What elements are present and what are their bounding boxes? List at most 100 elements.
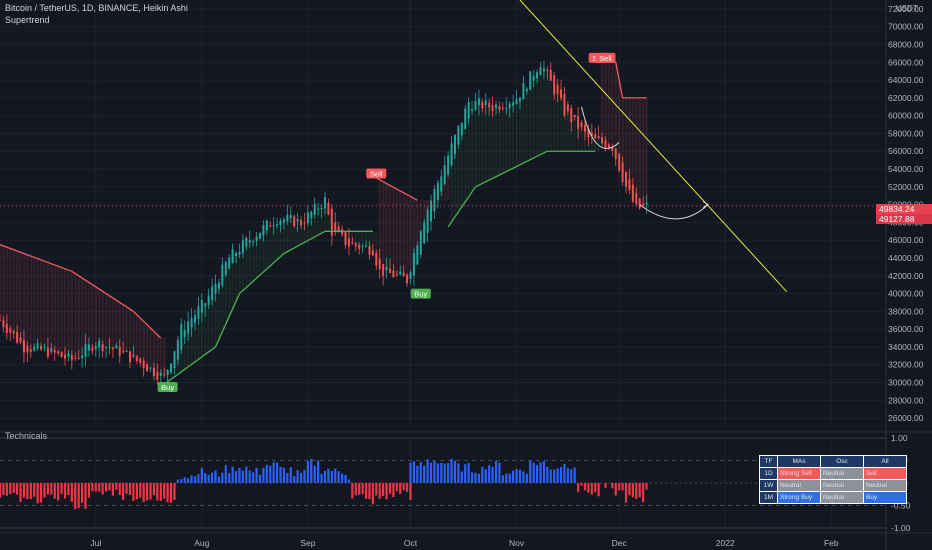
candle [474, 101, 477, 110]
osc-bar [429, 462, 433, 483]
trend-fill [193, 318, 197, 362]
osc-bar [583, 483, 587, 491]
osc-bar [337, 471, 340, 483]
osc-bar [2, 483, 5, 496]
trend-fill [552, 84, 556, 152]
candle [128, 351, 131, 363]
row-mas: Strong Buy [777, 491, 821, 504]
osc-bar [255, 467, 258, 483]
trend-fill [573, 115, 577, 152]
candle [94, 346, 97, 350]
candle [320, 208, 323, 210]
candle [152, 367, 155, 377]
candle [631, 184, 634, 202]
osc-bar [149, 483, 152, 500]
osc-bar [26, 483, 29, 499]
trend-fill [470, 109, 474, 192]
osc-bar [481, 466, 484, 483]
candle [303, 222, 306, 224]
trend-fill [621, 97, 624, 173]
trend-fill [26, 254, 29, 350]
trend-fill [607, 62, 611, 147]
diagonal-trendline[interactable] [519, 0, 788, 293]
trend-fill [371, 231, 375, 253]
candle [450, 143, 453, 166]
trend-fill [388, 185, 392, 271]
candle [228, 257, 231, 269]
osc-bar [46, 483, 49, 495]
candle [508, 103, 511, 108]
candle [443, 165, 446, 184]
osc-bar [334, 468, 337, 483]
trend-fill [0, 244, 2, 321]
candle [436, 182, 439, 201]
chart-title: Bitcoin / TetherUS, 1D, BINANCE, Heikin … [5, 3, 188, 13]
trend-fill [597, 137, 601, 152]
trend-fill [46, 262, 50, 353]
signal-label: Sell [370, 169, 383, 178]
trend-fill [197, 312, 200, 360]
trend-fill [279, 222, 282, 257]
trend-fill [559, 93, 563, 152]
osc-bar [53, 483, 56, 499]
trend-fill [546, 69, 549, 152]
trend-fill [525, 89, 529, 162]
candle [139, 358, 142, 363]
trend-fill [399, 190, 402, 273]
candle [395, 274, 398, 276]
y-tick-label: 36000.00 [888, 324, 924, 334]
table-row: 1D Strong Sell Neutral Sell [759, 467, 907, 480]
osc-bar [604, 483, 607, 488]
candle [566, 104, 569, 112]
osc-bar [546, 466, 549, 483]
osc-bar [423, 465, 426, 483]
candle [142, 360, 145, 369]
osc-bar [539, 462, 542, 483]
supertrend-segment [239, 253, 285, 295]
trend-fill [645, 97, 648, 204]
trend-fill [224, 268, 228, 325]
osc-bar [173, 483, 176, 500]
candle [323, 197, 326, 209]
osc-bar [518, 469, 522, 483]
osc-bar [293, 476, 296, 483]
supertrend-segment [0, 244, 73, 272]
trend-fill [501, 107, 505, 174]
trend-fill [60, 267, 63, 355]
candle [197, 306, 200, 319]
osc-bar [323, 470, 327, 483]
candle [457, 125, 460, 145]
candle [46, 347, 49, 357]
osc-bar [262, 467, 265, 483]
candle [217, 282, 220, 289]
trend-fill [183, 333, 187, 370]
osc-bar [279, 466, 282, 483]
trend-fill [375, 231, 378, 260]
osc-bar [361, 483, 364, 495]
candle [440, 176, 443, 192]
trend-fill [255, 238, 258, 279]
trend-fill [91, 284, 94, 350]
supertrend-segment [214, 293, 241, 348]
y-tick-label: 56000.00 [888, 146, 924, 156]
osc-bar [19, 483, 22, 502]
trend-fill [320, 208, 323, 234]
osc-bar [580, 483, 583, 486]
candle [163, 374, 166, 376]
y-tick-label: 40000.00 [888, 289, 924, 299]
osc-bar [628, 483, 631, 496]
osc-bar [67, 483, 70, 496]
trend-fill [505, 107, 508, 172]
candle [170, 363, 173, 373]
candle [371, 250, 374, 256]
candle [546, 69, 549, 71]
trend-fill [145, 324, 149, 368]
candle [532, 75, 535, 81]
y-tick-label: 52000.00 [888, 182, 924, 192]
osc-tick-label: -0.50 [891, 501, 911, 511]
osc-bar [317, 460, 320, 483]
osc-bar [282, 467, 286, 483]
trend-fill [231, 256, 235, 309]
osc-bar [101, 483, 104, 495]
